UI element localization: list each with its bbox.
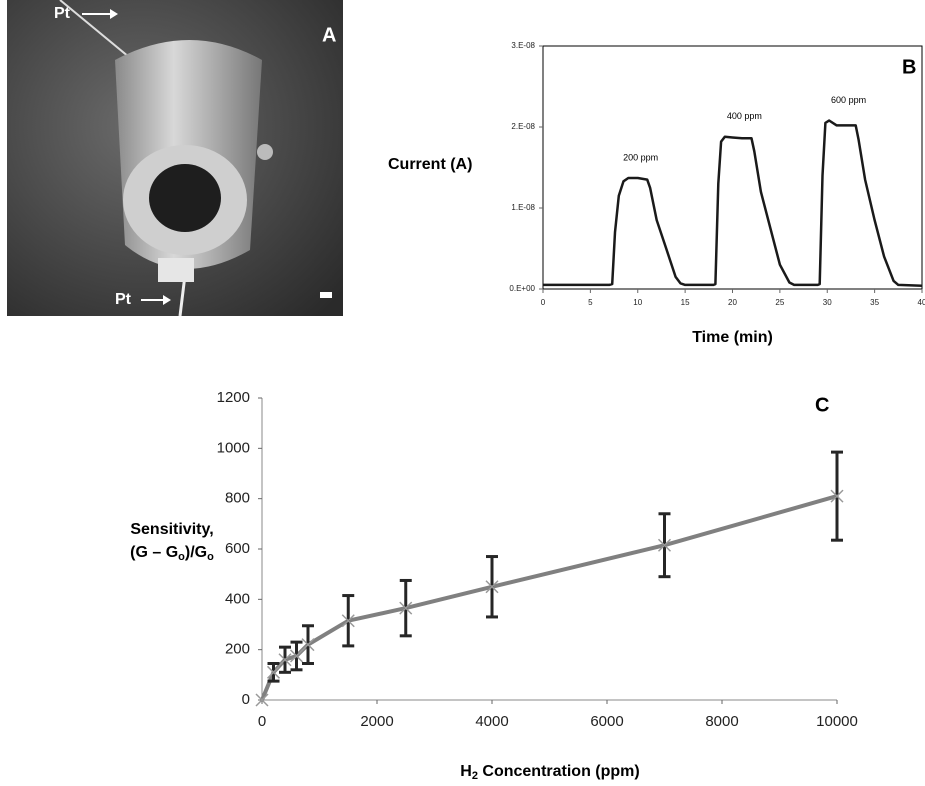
tube-hole xyxy=(149,164,221,232)
panel-label: A xyxy=(322,24,336,46)
x-tick-label: 35 xyxy=(870,298,879,307)
x-tick-label: 20 xyxy=(728,298,737,307)
y-axis-label: (G – Go)/Go xyxy=(130,544,214,563)
marker xyxy=(278,653,292,667)
data-line xyxy=(543,119,923,288)
x-label-part: H xyxy=(460,763,472,780)
marker xyxy=(289,649,304,663)
y-tick-label: 800 xyxy=(225,490,250,507)
x-tick-label: 6000 xyxy=(590,713,623,730)
x-axis-label: H2 Concentration (ppm) xyxy=(460,763,639,781)
marker xyxy=(255,693,269,707)
x-label-part: Concentration (ppm) xyxy=(478,763,640,780)
annotation: 600 ppm xyxy=(831,95,866,105)
marker xyxy=(830,489,844,503)
y-axis-label: Sensitivity, xyxy=(130,521,213,538)
y-axis-label: Current (A) xyxy=(388,156,472,173)
y-tick-label: 1200 xyxy=(217,389,250,406)
marker xyxy=(399,601,413,615)
plot-frame xyxy=(542,45,923,290)
y-tick-label: 3.E-08 xyxy=(511,41,535,50)
x-tick-label: 10 xyxy=(633,298,642,307)
y-tick-label: 0.E+00 xyxy=(509,284,535,293)
annotation: Pt xyxy=(54,5,71,22)
x-tick-label: 0 xyxy=(541,298,546,307)
marker xyxy=(266,665,281,679)
panel-label: B xyxy=(902,56,916,78)
x-tick-label: 8000 xyxy=(705,713,738,730)
sem-image: Pt Pt A xyxy=(7,0,343,317)
x-tick-label: 40 xyxy=(918,298,925,307)
y-tick-label: 200 xyxy=(225,641,250,658)
y-tick-label: 0 xyxy=(242,691,250,708)
y-tick-label: 1000 xyxy=(217,439,250,456)
marker xyxy=(485,580,499,594)
arrow-head xyxy=(163,295,171,305)
x-tick-label: 5 xyxy=(588,298,593,307)
wire xyxy=(59,0,136,63)
y-tick-label: 400 xyxy=(225,590,250,607)
marker xyxy=(657,538,672,552)
marker xyxy=(341,614,355,628)
annotation: 200 ppm xyxy=(623,152,658,162)
marker xyxy=(301,638,315,652)
y-label-part: )/G xyxy=(185,544,207,561)
y-label-part: (G – G xyxy=(130,544,178,561)
x-tick-label: 2000 xyxy=(360,713,393,730)
x-tick-label: 10000 xyxy=(816,713,858,730)
bump xyxy=(257,144,273,160)
x-tick-label: 4000 xyxy=(475,713,508,730)
panel-label: C xyxy=(815,394,829,416)
x-label-part: 2 xyxy=(472,770,478,781)
annotation: Pt xyxy=(115,291,132,308)
y-tick-label: 600 xyxy=(225,540,250,557)
y-label-part: o xyxy=(178,551,185,563)
x-tick-label: 15 xyxy=(681,298,690,307)
scale-bar xyxy=(320,292,332,298)
x-axis-label: Time (min) xyxy=(692,329,773,346)
x-tick-label: 30 xyxy=(823,298,832,307)
arrow-head xyxy=(110,9,118,19)
y-tick-label: 1.E-08 xyxy=(511,203,535,212)
y-tick-label: 2.E-08 xyxy=(511,122,535,131)
contact xyxy=(158,258,194,282)
annotation: 400 ppm xyxy=(727,111,762,121)
data-line xyxy=(260,494,838,701)
y-label-part: o xyxy=(207,551,214,563)
x-tick-label: 25 xyxy=(775,298,784,307)
x-tick-label: 0 xyxy=(258,713,266,730)
